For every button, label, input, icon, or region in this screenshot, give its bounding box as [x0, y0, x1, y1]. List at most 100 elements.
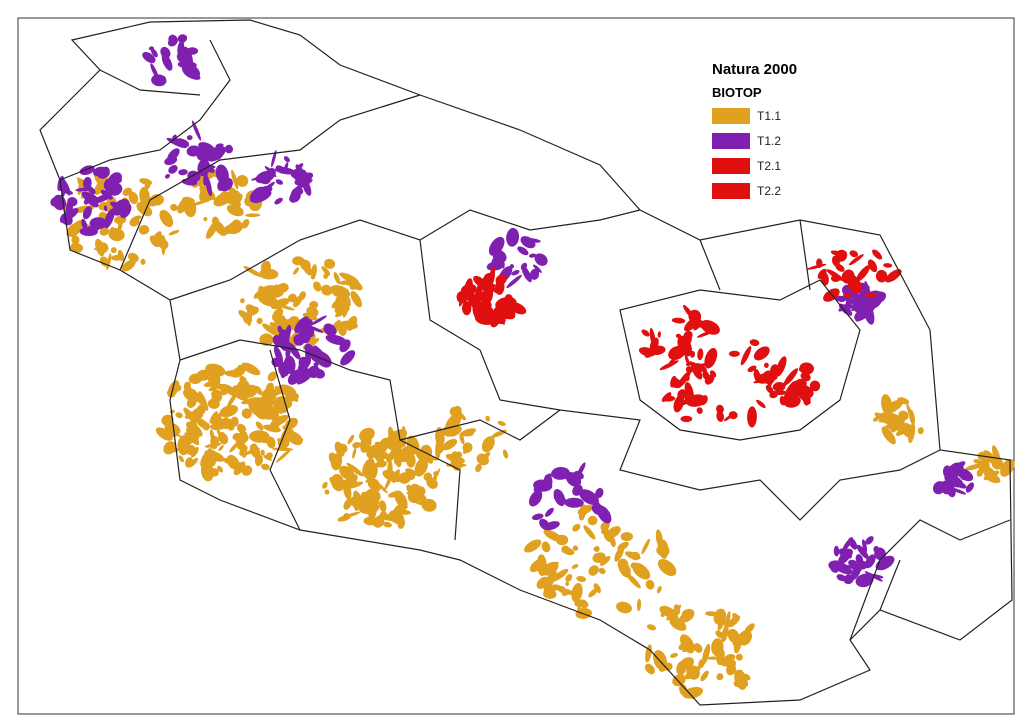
habitat-patch: [267, 371, 277, 382]
habitat-patch: [260, 285, 278, 296]
habitat-patch: [168, 34, 178, 45]
habitat-patch: [530, 268, 540, 280]
habitat-patch: [377, 437, 390, 455]
habitat-patch: [103, 205, 108, 212]
habitat-patch: [779, 396, 786, 406]
habitat-patch: [517, 246, 529, 256]
habitat-patch: [690, 362, 703, 380]
habitat-patch: [564, 497, 584, 508]
habitat-patch: [732, 635, 738, 647]
habitat-patch: [101, 166, 110, 177]
habitat-patch: [278, 329, 290, 351]
habitat-patch: [646, 624, 657, 631]
habitat-patch: [591, 503, 604, 516]
habitat-patch: [394, 490, 408, 509]
habitat-patch: [289, 191, 301, 203]
habitat-patch: [572, 523, 581, 532]
habitat-patch: [110, 247, 117, 254]
habitat-patch: [684, 315, 701, 332]
habitat-patch: [502, 449, 509, 459]
habitat-patch: [872, 249, 883, 260]
habitat-patch: [833, 545, 840, 557]
habitat-patch: [626, 573, 641, 589]
habitat-patch: [359, 427, 375, 442]
habitat-patch: [323, 323, 337, 337]
habitat-patch: [774, 390, 787, 396]
habitat-patch: [942, 465, 952, 478]
habitat-patch: [898, 410, 909, 421]
habitat-patch: [414, 457, 429, 477]
habitat-patch: [183, 69, 201, 80]
habitat-patch: [150, 48, 158, 58]
habitat-patch: [245, 213, 261, 218]
habitat-patch: [253, 450, 259, 459]
habitat-patch: [675, 333, 682, 339]
habitat-patch: [142, 51, 156, 64]
habitat-patch: [593, 583, 601, 594]
habitat-patch: [117, 249, 124, 262]
habitat-patch: [544, 507, 554, 517]
habitat-patch: [128, 191, 139, 205]
habitat-patch: [711, 638, 724, 657]
habitat-patch: [154, 231, 162, 242]
habitat-patch: [284, 417, 298, 430]
habitat-patch: [95, 240, 101, 246]
habitat-patch: [161, 237, 166, 256]
habitat-patch: [448, 426, 462, 437]
habitat-patch: [671, 317, 686, 324]
habitat-patch: [183, 381, 192, 391]
habitat-patch: [506, 227, 520, 247]
habitat-patch: [616, 601, 632, 614]
habitat-patch: [321, 266, 331, 276]
habitat-patch: [204, 450, 225, 462]
district-border: [179, 339, 461, 541]
habitat-patches: [50, 34, 1015, 699]
habitat-patch: [577, 504, 593, 515]
district-border: [619, 279, 861, 441]
habitat-patch: [693, 320, 703, 331]
habitat-patch: [296, 163, 304, 171]
habitat-patch: [848, 559, 858, 567]
habitat-patch: [659, 360, 679, 371]
habitat-patch: [328, 452, 341, 469]
habitat-patch: [197, 159, 210, 177]
habitat-patch: [672, 673, 686, 687]
habitat-patch: [577, 606, 582, 612]
habitat-patch: [165, 173, 170, 179]
habitat-patch: [558, 586, 566, 593]
habitat-patch: [728, 350, 740, 357]
habitat-patch: [260, 260, 271, 275]
habitat-patch: [202, 422, 210, 431]
habitat-patch: [394, 449, 412, 460]
habitat-patch: [262, 323, 281, 337]
habitat-patch: [668, 345, 686, 360]
habitat-patch: [424, 453, 434, 464]
habitat-patch: [372, 448, 385, 465]
habitat-patch: [594, 546, 600, 552]
habitat-patch: [843, 292, 852, 299]
habitat-patch: [803, 393, 811, 406]
habitat-patch: [674, 399, 691, 407]
habitat-patch: [617, 558, 629, 571]
habitat-patch: [186, 203, 192, 216]
habitat-patch: [749, 339, 760, 346]
habitat-patch: [442, 420, 460, 433]
legend-label: T1.1: [757, 109, 781, 123]
habitat-patch: [700, 320, 720, 335]
habitat-patch: [236, 174, 249, 187]
habitat-patch: [373, 515, 385, 528]
habitat-patch: [322, 481, 328, 489]
habitat-patch: [285, 392, 299, 402]
habitat-patch: [219, 404, 239, 418]
habitat-patch: [468, 295, 483, 310]
habitat-patch: [429, 477, 438, 483]
habitat-patch: [965, 482, 975, 493]
habitat-patch: [704, 347, 718, 369]
district-border: [119, 94, 811, 291]
habitat-patch: [59, 208, 79, 222]
habitat-patch: [858, 580, 865, 588]
habitat-patch: [849, 273, 859, 282]
habitat-patch: [240, 298, 245, 304]
habitat-patch: [122, 187, 133, 196]
habitat-patch: [185, 457, 194, 468]
